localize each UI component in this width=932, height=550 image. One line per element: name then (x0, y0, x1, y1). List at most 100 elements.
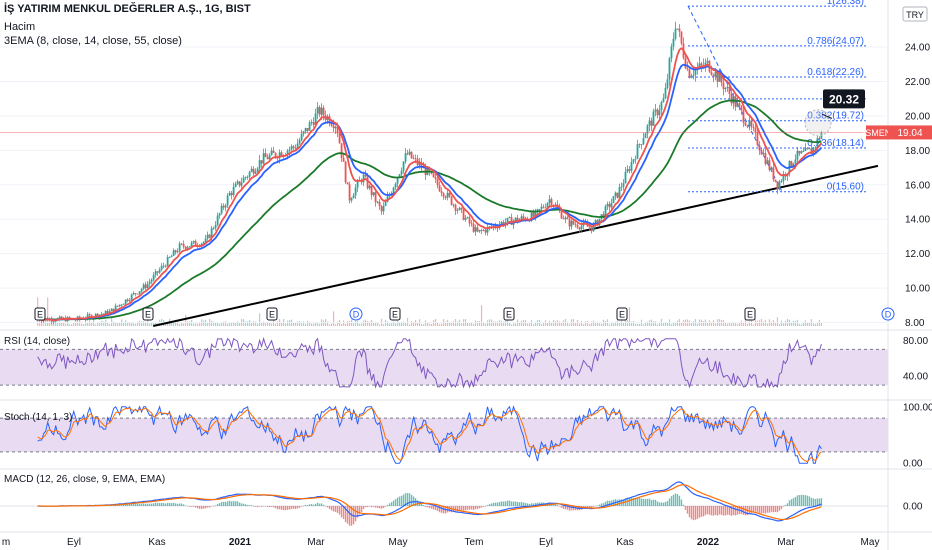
macd-histogram-bar (556, 505, 559, 506)
candle-body (618, 187, 621, 198)
volume-bar (628, 307, 631, 326)
volume-bar (666, 321, 669, 326)
macd-histogram-bar (776, 506, 779, 513)
candle-body (60, 316, 63, 319)
volume-bar (277, 321, 279, 326)
event-marker-letter: E (392, 310, 398, 320)
macd-histogram-bar (166, 502, 169, 506)
macd-histogram-bar (196, 506, 199, 509)
macd-histogram-bar (282, 506, 285, 511)
macd-histogram-bar (552, 503, 555, 506)
candle (468, 215, 471, 227)
volume-bar (724, 322, 727, 326)
candle-body (212, 228, 215, 229)
macd-histogram-bar (186, 506, 189, 507)
volume-bar (450, 321, 453, 326)
macd-histogram-bar (240, 503, 243, 506)
volume-bar (143, 320, 145, 326)
macd-histogram-bar (684, 506, 687, 510)
candle-body (328, 116, 331, 125)
volume-bar (111, 317, 113, 326)
candle-body (266, 157, 269, 160)
symbol-tag-box (866, 125, 888, 140)
candle-body (794, 159, 797, 164)
macd-histogram-bar (312, 504, 315, 506)
candle-body (414, 158, 417, 160)
macd-histogram-bar (144, 503, 147, 506)
candle (328, 113, 331, 127)
candle (748, 116, 751, 131)
volume-bar (656, 324, 659, 326)
volume-bar (632, 321, 635, 326)
volume-bar (662, 323, 665, 326)
macd-histogram-bar (654, 499, 657, 506)
macd-histogram-bar (668, 498, 671, 506)
macd-histogram-bar (630, 497, 633, 506)
volume-bar (568, 323, 571, 326)
candle-body (660, 102, 663, 111)
candle (348, 181, 351, 204)
candle-body (810, 148, 813, 154)
candle-body (298, 140, 301, 144)
candle-body (608, 204, 611, 208)
candle-body (300, 133, 303, 141)
macd-histogram-bar (292, 506, 295, 509)
volume-bar (804, 320, 807, 326)
volume-bar (634, 323, 637, 326)
rsi-pane-axis-tick: 80.00 (903, 336, 928, 347)
candle (676, 28, 679, 31)
volume-bar (484, 323, 487, 326)
candle-body (106, 310, 109, 315)
candle (772, 163, 775, 182)
candle (442, 192, 445, 200)
candle (664, 82, 667, 100)
volume-bar (259, 313, 261, 326)
candle (642, 132, 645, 146)
volume-bar (478, 321, 481, 326)
event-marker-letter: E (37, 310, 43, 320)
volume-bar (318, 323, 321, 326)
time-axis-tick: m (2, 537, 10, 548)
volume-bar (670, 324, 673, 326)
volume-bar (135, 323, 137, 326)
candle (316, 102, 319, 120)
macd-histogram-bar (760, 506, 763, 514)
macd-histogram-bar (798, 495, 801, 506)
event-marker: E (616, 307, 628, 321)
candle-body (132, 293, 135, 295)
volume-bar (57, 322, 59, 326)
candle (464, 215, 467, 222)
candle (122, 303, 125, 305)
volume-bar (362, 320, 365, 326)
volume-bar (39, 321, 41, 326)
volume-bar (816, 323, 819, 326)
candle-body (448, 192, 451, 197)
macd-histogram-bar (602, 503, 605, 506)
event-marker-badge (34, 307, 46, 321)
candle (248, 170, 251, 180)
candle (308, 120, 311, 131)
candle (170, 254, 173, 258)
volume-bar (598, 323, 601, 326)
macd-histogram-bar (248, 505, 251, 506)
macd-histogram-bar (352, 506, 355, 525)
candle-body (272, 150, 275, 153)
volume-bar (512, 323, 515, 326)
candle-body (364, 174, 367, 177)
volume-bar (654, 321, 657, 326)
volume-bar (518, 322, 521, 326)
candle-body (580, 225, 583, 230)
macd-histogram-bar (316, 502, 319, 506)
candle (252, 166, 255, 177)
candle (444, 195, 447, 200)
candle-body (596, 220, 599, 226)
macd-histogram-bar (436, 506, 439, 512)
macd-histogram-bar (372, 506, 375, 507)
macd-histogram-bar (640, 498, 643, 506)
macd-histogram-bar (284, 506, 287, 511)
candle-body (362, 174, 365, 183)
ema55-line (37, 99, 822, 321)
candle-body (342, 157, 345, 162)
volume-bar (596, 321, 599, 326)
